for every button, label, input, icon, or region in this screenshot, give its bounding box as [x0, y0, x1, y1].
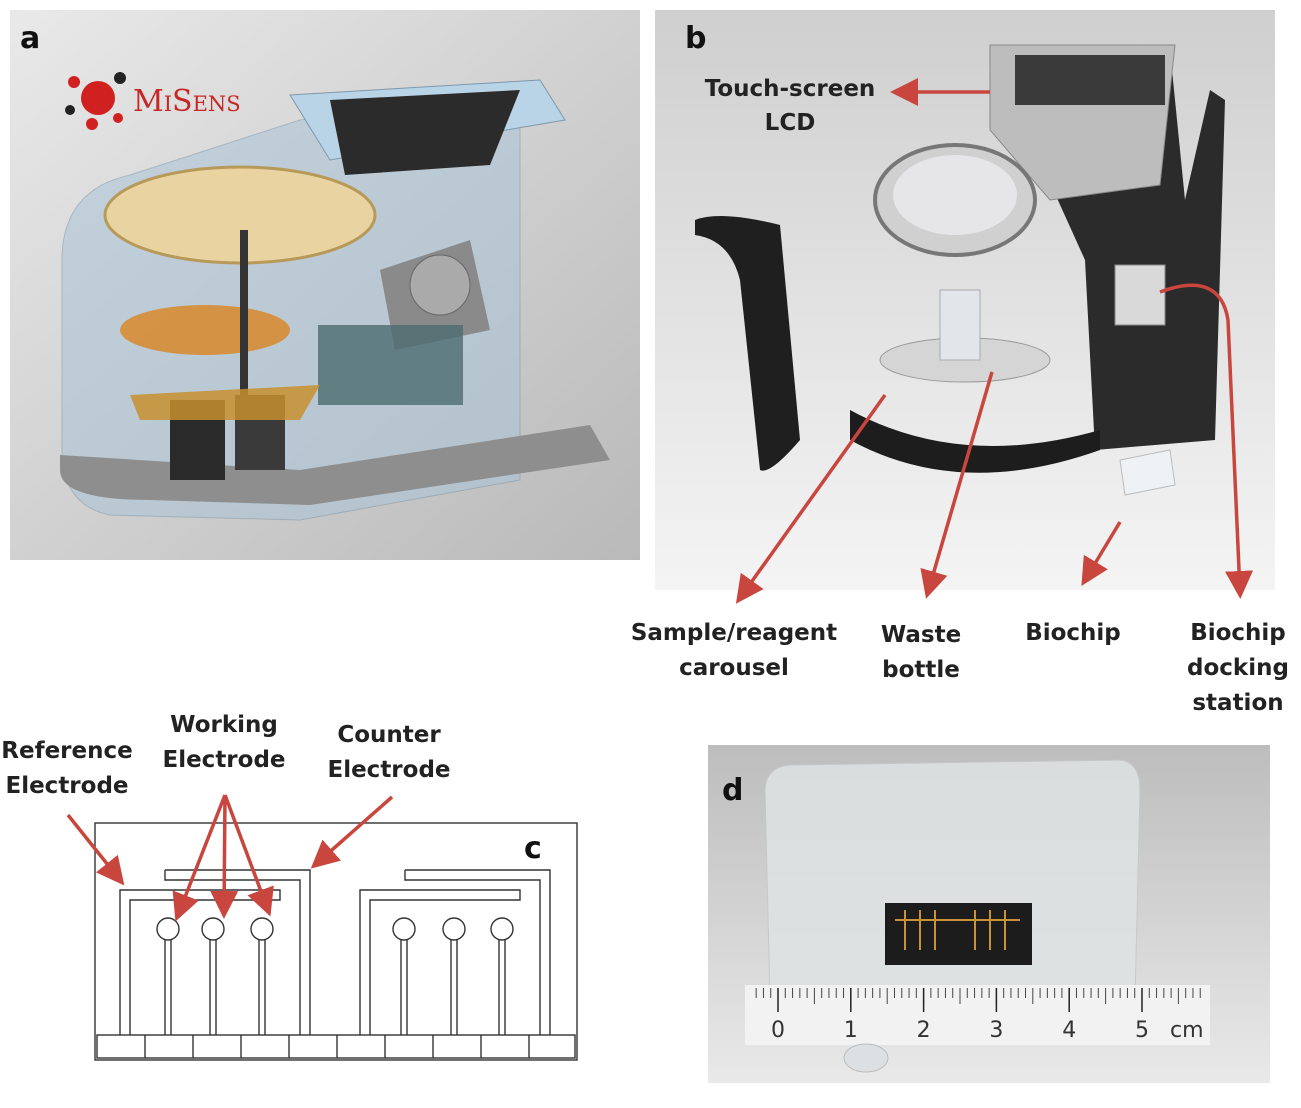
- callout: Counter: [337, 722, 441, 748]
- callout: Electrode: [162, 747, 285, 773]
- arrow: [316, 797, 392, 864]
- logo-dot: [65, 105, 75, 115]
- callout: Working: [170, 712, 278, 738]
- working-trace: [259, 940, 265, 1035]
- ruler-label: 3: [989, 1018, 1003, 1043]
- logo-dot: [68, 76, 80, 88]
- working-electrode: [393, 918, 415, 940]
- working-electrode: [157, 918, 179, 940]
- arrow: [68, 815, 120, 880]
- working-trace: [210, 940, 216, 1035]
- working-electrode: [443, 918, 465, 940]
- ruler-label: 4: [1062, 1018, 1076, 1043]
- ruler-label: 2: [917, 1018, 931, 1043]
- working-electrode: [491, 918, 513, 940]
- callout: bottle: [882, 657, 960, 683]
- working-electrode: [251, 918, 273, 940]
- carousel: [120, 305, 290, 355]
- board: [318, 325, 463, 405]
- figure: MiSens a b Touch-screen LCD Sample/reage…: [0, 0, 1301, 1108]
- lid-window: [893, 155, 1017, 235]
- callout: Biochip: [1025, 620, 1121, 646]
- logo-text: MiSens: [133, 84, 241, 119]
- arrow: [225, 795, 268, 910]
- callout: Touch-screen: [705, 76, 876, 102]
- reference-trace: [360, 890, 520, 1035]
- dock: [1115, 265, 1165, 325]
- callout: Electrode: [5, 773, 128, 799]
- panel-label: a: [20, 21, 40, 56]
- screen: [1015, 55, 1165, 105]
- working-trace: [451, 940, 457, 1035]
- panel-a: MiSens a: [10, 10, 640, 560]
- reference-trace: [120, 890, 280, 1035]
- panel-c: Reference Electrode Working Electrode Co…: [1, 712, 577, 1060]
- working-trace: [401, 940, 407, 1035]
- logo-dot: [114, 72, 126, 84]
- tubes: [940, 290, 980, 360]
- callout: Electrode: [327, 757, 450, 783]
- ruler-label: 5: [1135, 1018, 1149, 1043]
- callout: station: [1192, 690, 1283, 716]
- working-electrode: [202, 918, 224, 940]
- panel-label: d: [722, 773, 743, 808]
- working-trace: [499, 940, 505, 1035]
- shaft: [240, 230, 248, 410]
- panel-b: b Touch-screen LCD Sample/reagent carous…: [631, 10, 1289, 716]
- logo-dot: [86, 118, 98, 130]
- panel-label: c: [524, 831, 542, 866]
- electrode-schematic: c: [95, 823, 577, 1060]
- pad-row: [97, 1035, 575, 1058]
- logo-dot: [81, 81, 115, 115]
- ruler-label: 1: [844, 1018, 858, 1043]
- ruler-label: 0: [771, 1018, 785, 1043]
- arrow: [178, 795, 225, 915]
- logo-dot: [113, 113, 123, 123]
- working-trace: [165, 940, 171, 1035]
- panel-d: d 0 1 2 3 4 5 cm: [708, 745, 1270, 1083]
- bubble: [844, 1044, 888, 1072]
- pump-head: [410, 255, 470, 315]
- biochip: [885, 903, 1032, 965]
- callout: Reference: [1, 738, 132, 764]
- callout: Biochip: [1190, 620, 1286, 646]
- panel-label: b: [685, 21, 706, 56]
- callout: Sample/reagent: [631, 620, 837, 646]
- ruler-unit: cm: [1170, 1018, 1204, 1043]
- callout: docking: [1187, 655, 1289, 681]
- arrow: [224, 795, 225, 912]
- counter-trace: [405, 870, 550, 1035]
- callout: Waste: [881, 622, 961, 648]
- callout: LCD: [765, 110, 816, 136]
- callout: carousel: [679, 655, 789, 681]
